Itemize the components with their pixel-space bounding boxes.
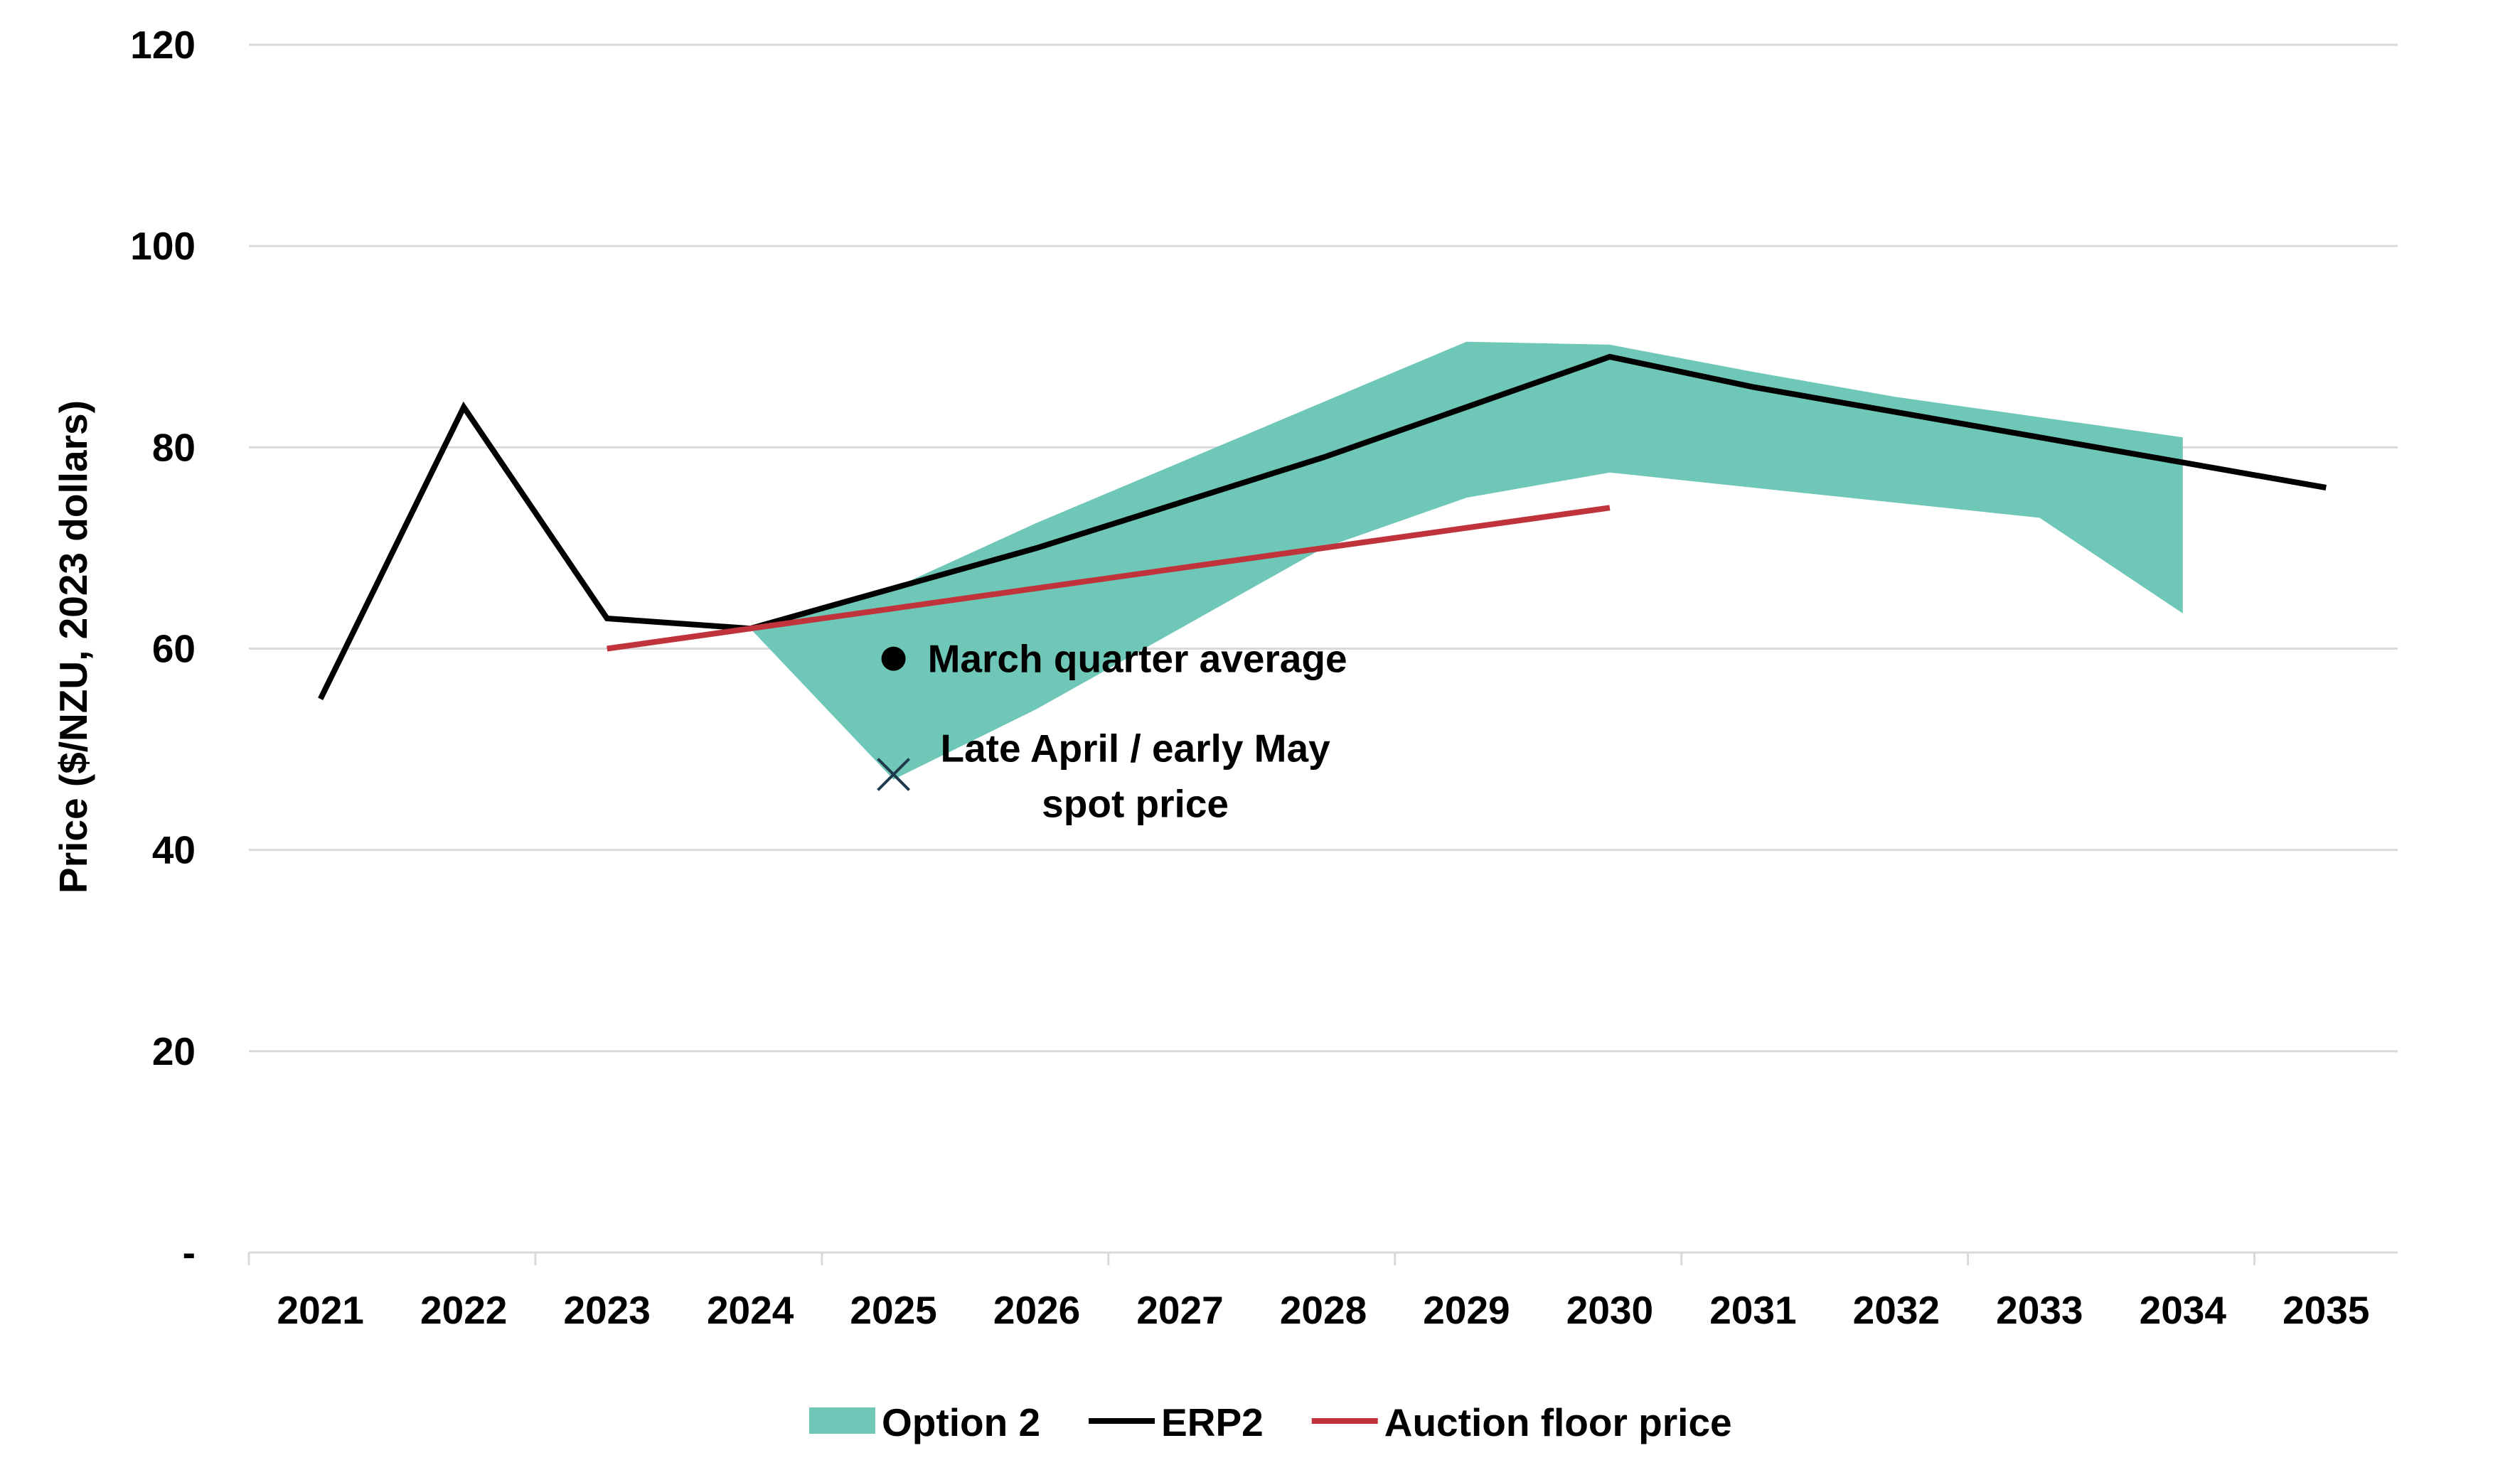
y-tick-label: 100: [130, 224, 196, 268]
auction-floor-price-line: [607, 505, 1611, 652]
x-tick-label: 2026: [993, 1288, 1080, 1332]
x-tick-label: 2030: [1566, 1288, 1653, 1332]
x-tick-label: 2032: [1853, 1288, 1940, 1332]
y-tick-label: -: [183, 1230, 196, 1275]
legend: Option 2 ERP2 Auction floor price: [809, 1400, 1732, 1444]
march-quarter-average-marker: [881, 646, 906, 671]
erp2-line: [318, 353, 2327, 701]
x-tick-label: 2028: [1280, 1288, 1367, 1332]
x-tick-label: 2033: [1996, 1288, 2083, 1332]
x-tick-label: 2034: [2140, 1288, 2227, 1332]
x-axis: 2021 2022 2023 2024 2025 2026 2027 2028 2029 2030…: [247, 1251, 2398, 1332]
y-tick-label: 40: [152, 828, 196, 872]
y-tick-label: 60: [152, 627, 196, 671]
spot-price-marker: [877, 758, 911, 791]
y-axis-ticks: - 20 40 60 80 100 120: [130, 23, 196, 1275]
spot-price-label: Late April / early May: [941, 726, 1331, 770]
x-tick-label: 2031: [1709, 1288, 1796, 1332]
y-tick-label: 80: [152, 425, 196, 469]
x-tick-label: 2027: [1136, 1288, 1223, 1332]
annotations: March quarter average Late April / early …: [877, 637, 1347, 825]
x-tick-label: 2023: [563, 1288, 650, 1332]
option-2-band: [750, 341, 2183, 780]
y-axis-title: Price ($/NZU, 2023 dollars): [51, 400, 95, 894]
legend-label: Option 2: [882, 1400, 1040, 1444]
x-tick-label: 2021: [277, 1288, 364, 1332]
legend-label: Auction floor price: [1384, 1400, 1732, 1444]
y-tick-label: 20: [152, 1029, 196, 1073]
series-layer: [318, 341, 2327, 780]
gridlines: [249, 43, 2398, 1053]
spot-price-label: spot price: [1042, 781, 1229, 825]
legend-label: ERP2: [1161, 1400, 1264, 1444]
x-tick-label: 2022: [420, 1288, 507, 1332]
x-tick-label: 2024: [707, 1288, 794, 1332]
legend-swatch-option-2: [809, 1407, 875, 1434]
x-tick-label: 2025: [850, 1288, 936, 1332]
march-quarter-average-label: March quarter average: [928, 637, 1347, 681]
x-tick-label: 2029: [1423, 1288, 1510, 1332]
y-tick-label: 120: [130, 23, 196, 67]
x-tick-label: 2035: [2283, 1288, 2369, 1332]
